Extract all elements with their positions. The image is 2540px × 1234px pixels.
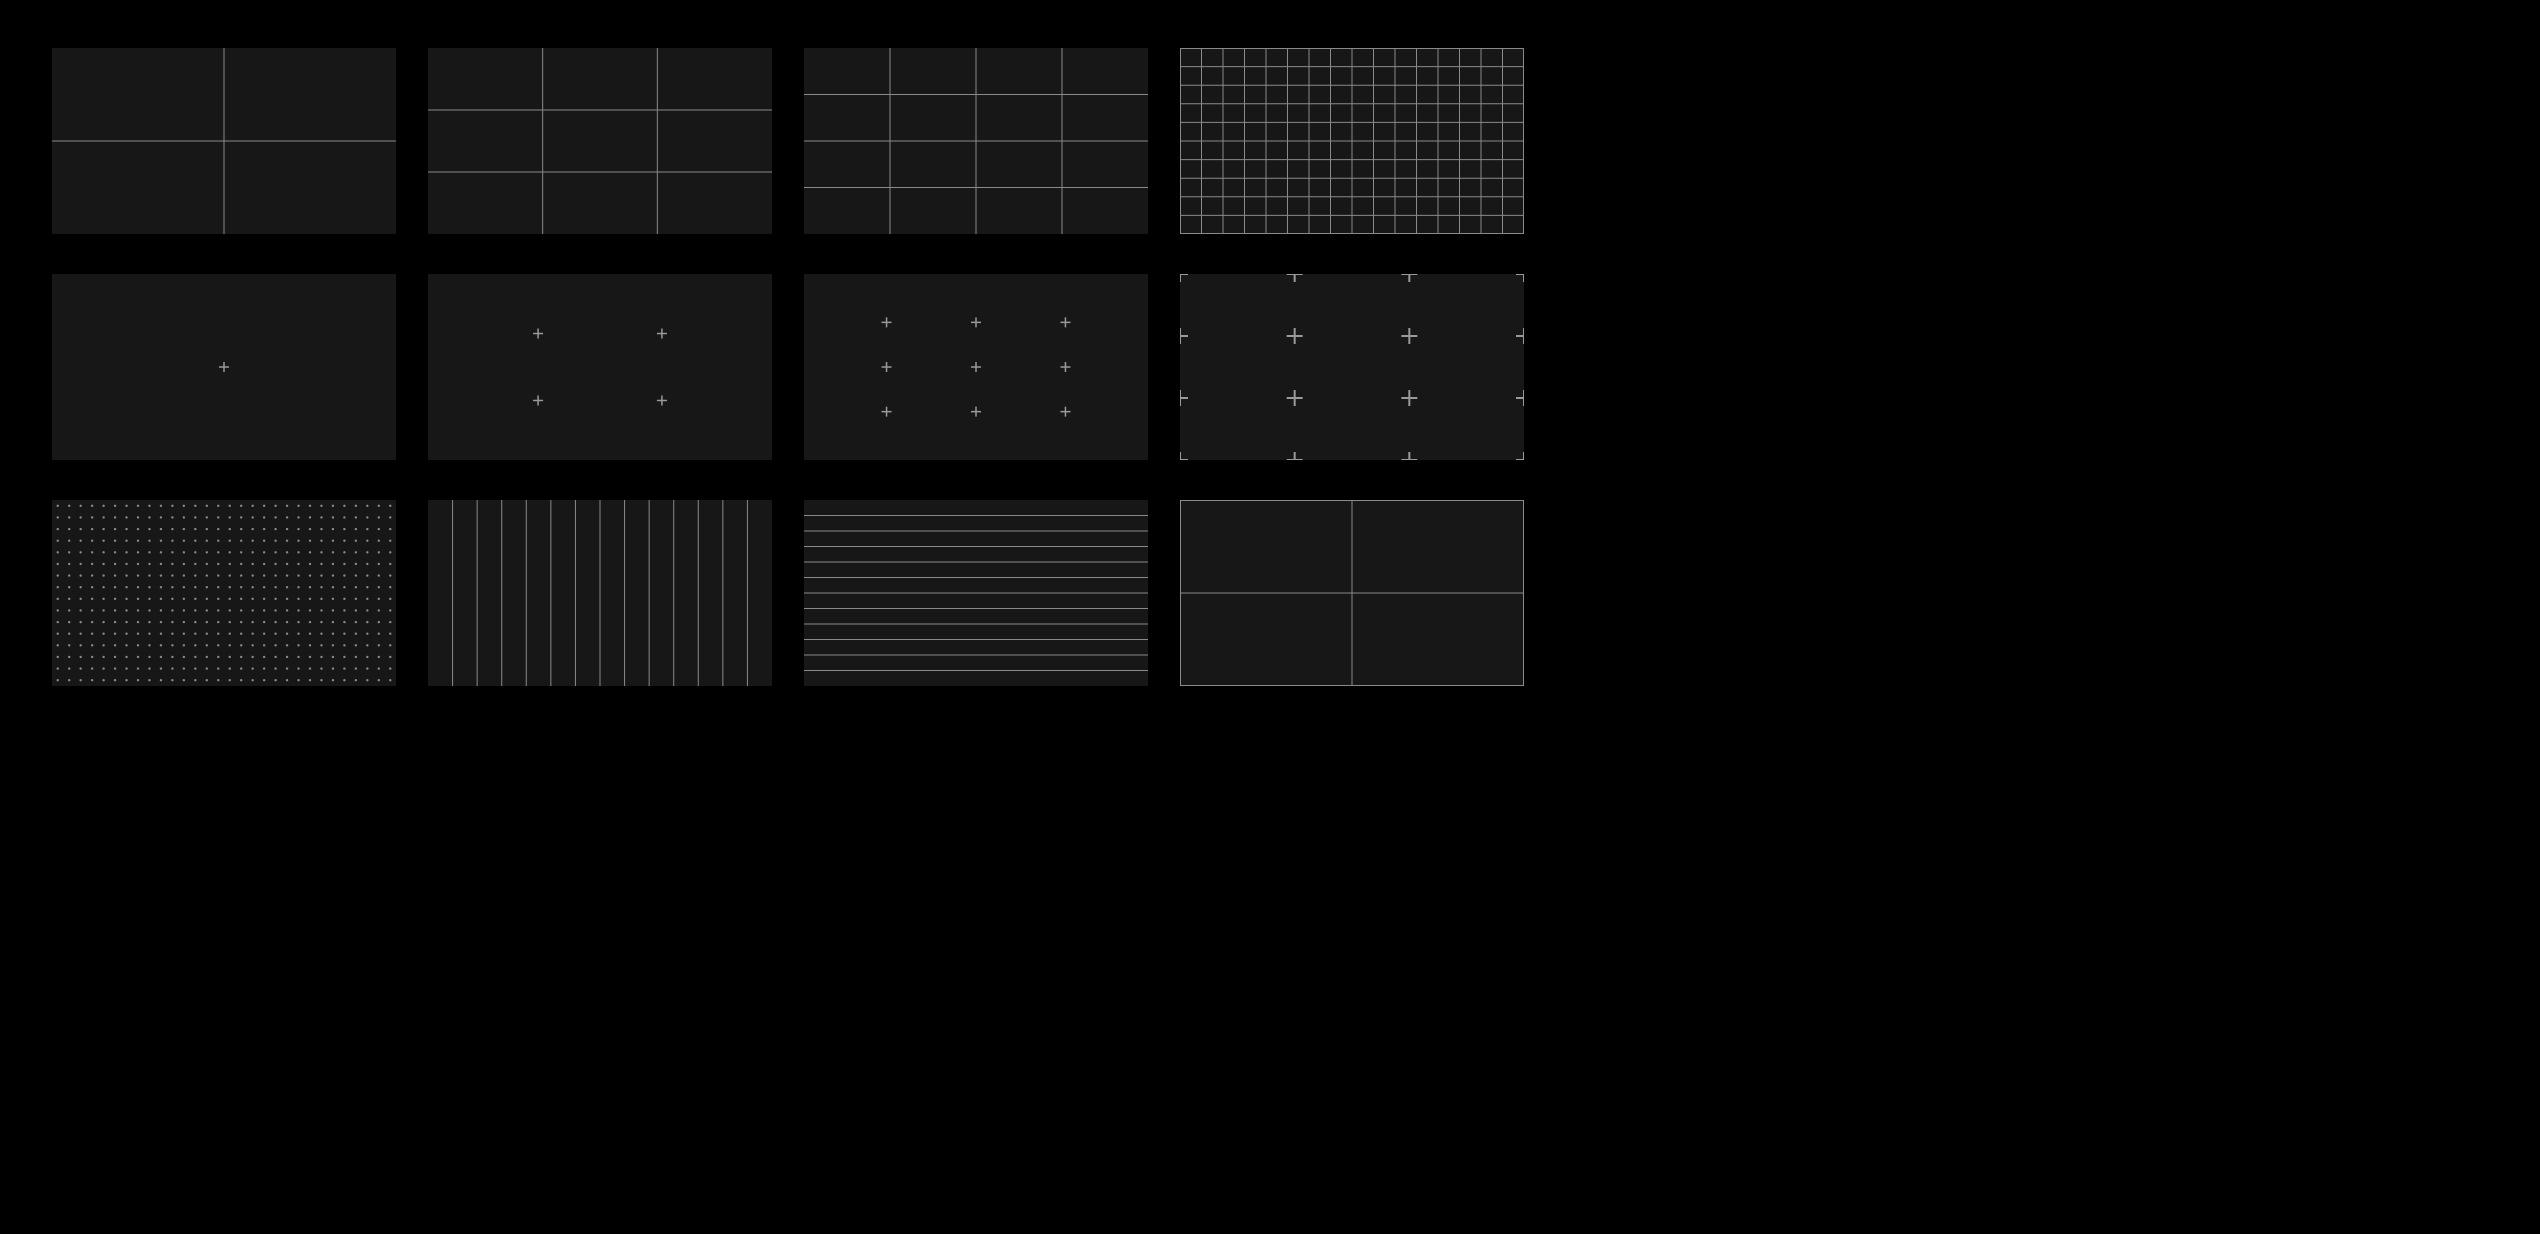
pattern-panel-vlines <box>428 500 772 686</box>
pattern-panel-grid <box>1180 48 1524 234</box>
pattern-panel-grid <box>52 48 396 234</box>
pattern-panel-grid <box>804 48 1148 234</box>
pattern-panel-crosses <box>804 274 1148 460</box>
pattern-panel-crosses <box>428 274 772 460</box>
pattern-panel-grid <box>1180 500 1524 686</box>
pattern-gallery <box>52 48 1524 686</box>
pattern-panel-crosses <box>52 274 396 460</box>
pattern-panel-dots <box>52 500 396 686</box>
pattern-panel-hlines <box>804 500 1148 686</box>
pattern-panel-grid <box>428 48 772 234</box>
pattern-panel-crosses <box>1180 274 1524 460</box>
